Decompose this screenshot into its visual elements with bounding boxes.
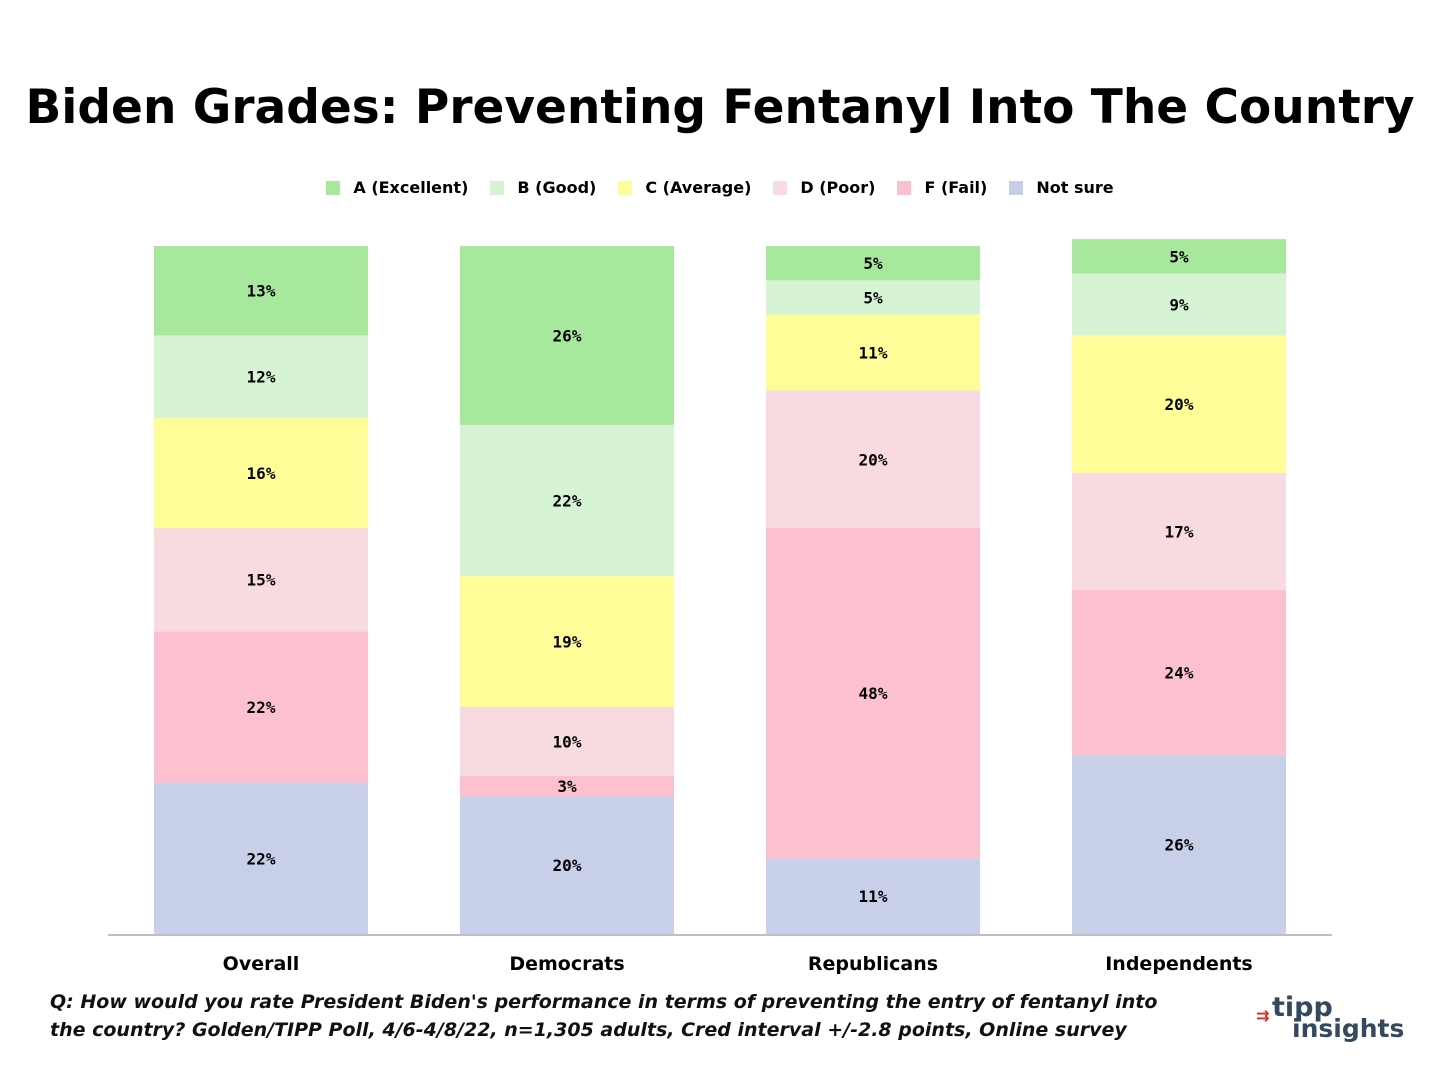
legend-label: C (Average) — [645, 178, 752, 197]
data-label: 10% — [553, 732, 582, 751]
data-label: 15% — [247, 571, 276, 590]
data-label: 5% — [1169, 247, 1189, 266]
bar-segment — [154, 418, 368, 529]
data-label: 11% — [859, 344, 888, 363]
legend-label: D (Poor) — [800, 178, 876, 197]
bar-segment — [1072, 473, 1286, 590]
legend-item: A (Excellent) — [326, 178, 468, 197]
category-label: Overall — [223, 953, 300, 975]
legend-swatch — [618, 180, 633, 195]
category-label: Democrats — [509, 953, 624, 975]
bar-segment — [460, 246, 674, 425]
legend-label: Not sure — [1036, 178, 1114, 197]
chart-title: Biden Grades: Preventing Fentanyl Into T… — [25, 80, 1415, 135]
bar-segment — [766, 280, 980, 315]
brand-arrow-icon: ⇉ — [1256, 1006, 1270, 1025]
bar-segment — [154, 528, 368, 632]
bar-segment — [460, 775, 674, 797]
data-label: 20% — [1165, 395, 1194, 414]
data-label: 24% — [1165, 664, 1194, 683]
legend-swatch — [490, 180, 505, 195]
legend-swatch — [897, 180, 912, 195]
bar-segment — [460, 576, 674, 707]
bar-segment — [766, 246, 980, 281]
legend-swatch — [1009, 180, 1024, 195]
brand-name-line-2: insights — [1292, 1014, 1405, 1043]
data-label: 3% — [557, 777, 577, 796]
bar-segment — [766, 314, 980, 391]
data-label: 13% — [247, 282, 276, 301]
legend-item: B (Good) — [490, 178, 596, 197]
legend-label: B (Good) — [517, 178, 597, 197]
data-label: 5% — [863, 254, 883, 273]
footnote-line-1: Q: How would you rate President Biden's … — [50, 991, 1158, 1013]
bar-segment — [1072, 335, 1286, 474]
legend-item: F (Fail) — [897, 178, 987, 197]
survey-footnote: Q: How would you rate President Biden's … — [50, 988, 1190, 1044]
legend-swatch — [773, 180, 788, 195]
data-label: 20% — [859, 450, 888, 469]
legend-label: F (Fail) — [924, 178, 988, 197]
data-label: 48% — [859, 684, 888, 703]
category-label: Republicans — [808, 953, 938, 975]
data-label: 17% — [1165, 523, 1194, 542]
bar-segment — [154, 631, 368, 783]
legend-label: A (Excellent) — [353, 178, 469, 197]
bar-segment — [1072, 590, 1286, 756]
tipp-insights-logo: ⇉ tipp insights — [1252, 992, 1405, 1046]
data-label: 22% — [247, 849, 276, 868]
bar-segment — [460, 706, 674, 776]
data-label: 9% — [1169, 295, 1189, 314]
bar-segment — [154, 782, 368, 934]
legend-item: C (Average) — [618, 178, 751, 197]
bar-segment — [154, 335, 368, 418]
brand-name-line-1: tipp — [1272, 992, 1333, 1023]
data-label: 16% — [247, 464, 276, 483]
bar-segment — [154, 246, 368, 336]
bar-segment — [766, 390, 980, 529]
category-label: Independents — [1105, 953, 1253, 975]
chart-legend: A (Excellent) B (Good) C (Average) D (Poor)… — [0, 178, 1440, 197]
data-label: 12% — [247, 368, 276, 387]
data-label: 22% — [553, 492, 582, 511]
bar-segment — [1072, 273, 1286, 336]
data-label: 19% — [553, 633, 582, 652]
data-label: 20% — [553, 856, 582, 875]
data-label: 22% — [247, 698, 276, 717]
footnote-line-2: the country? Golden/TIPP Poll, 4/6-4/8/2… — [50, 1019, 1127, 1041]
bar-segment — [766, 858, 980, 934]
legend-swatch — [326, 180, 341, 195]
bar-segment — [460, 424, 674, 577]
bar-segment — [1072, 755, 1286, 934]
data-label: 5% — [863, 289, 883, 308]
data-label: 26% — [553, 326, 582, 345]
legend-item: D (Poor) — [773, 178, 875, 197]
data-label: 26% — [1165, 836, 1194, 855]
bar-segment — [460, 796, 674, 934]
legend-item: Not sure — [1009, 178, 1114, 197]
data-label: 11% — [859, 887, 888, 906]
bar-segment — [766, 528, 980, 859]
bar-segment — [1072, 239, 1286, 274]
